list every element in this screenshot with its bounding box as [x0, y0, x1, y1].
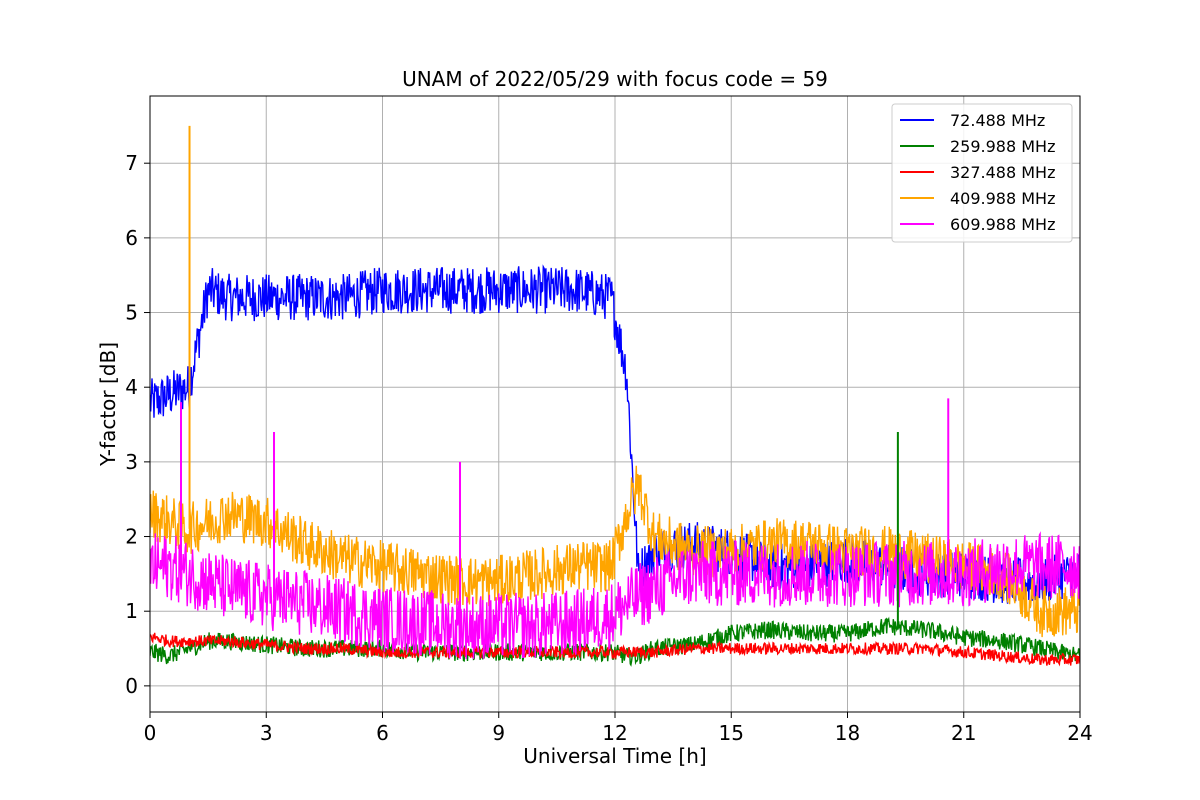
- series-line: [150, 531, 1080, 660]
- y-tick-label: 6: [125, 226, 138, 250]
- x-tick-label: 24: [1067, 721, 1092, 745]
- x-axis-label: Universal Time [h]: [523, 744, 706, 768]
- y-tick-label: 5: [125, 301, 138, 325]
- x-tick-label: 15: [719, 721, 744, 745]
- legend: 72.488 MHz 259.988 MHz 327.488 MHz 409.988 …: [891, 103, 1073, 243]
- x-tick-label: 12: [602, 721, 627, 745]
- x-tick-label: 3: [260, 721, 273, 745]
- legend-label: 327.488 MHz: [950, 163, 1055, 182]
- legend-label: 72.488 MHz: [950, 111, 1045, 130]
- y-tick-label: 4: [125, 375, 138, 399]
- legend-label: 609.988 MHz: [950, 215, 1055, 234]
- y-tick-label: 3: [125, 450, 138, 474]
- y-tick-label: 7: [125, 151, 138, 175]
- y-axis-label: Y-factor [dB]: [96, 342, 120, 467]
- chart-title: UNAM of 2022/05/29 with focus code = 59: [402, 67, 828, 91]
- x-tick-label: 6: [376, 721, 389, 745]
- legend-label: 259.988 MHz: [950, 137, 1055, 156]
- x-tick-label: 9: [492, 721, 505, 745]
- x-tick-label: 18: [835, 721, 860, 745]
- x-tick-label: 0: [144, 721, 157, 745]
- x-tick-label: 21: [951, 721, 976, 745]
- y-tick-label: 0: [125, 674, 138, 698]
- series-line: [150, 632, 1080, 667]
- legend-box: [891, 103, 1073, 243]
- y-tick-label: 1: [125, 599, 138, 623]
- legend-label: 409.988 MHz: [950, 189, 1055, 208]
- series-line: [150, 616, 1080, 667]
- y-tick-label: 2: [125, 525, 138, 549]
- series-lines: [150, 125, 1080, 667]
